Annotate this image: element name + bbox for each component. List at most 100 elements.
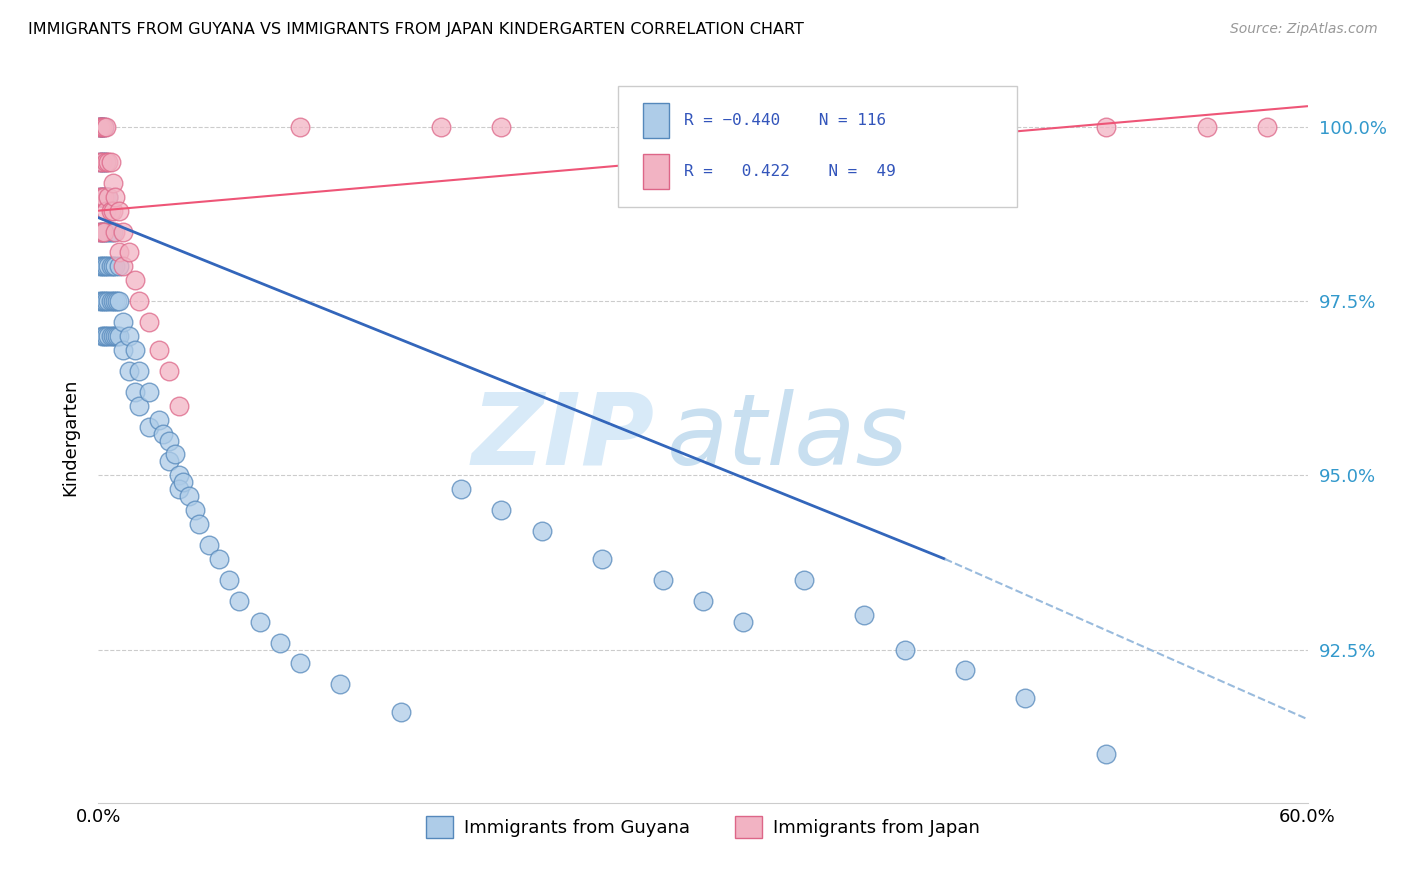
Point — [651, 120, 673, 134]
Point — [1014, 691, 1036, 706]
Point — [1095, 747, 1118, 761]
Text: Source: ZipAtlas.com: Source: ZipAtlas.com — [1230, 22, 1378, 37]
Point — [97, 155, 120, 169]
Point — [89, 120, 111, 134]
Point — [269, 635, 291, 649]
Point — [91, 120, 114, 134]
Point — [591, 552, 613, 566]
Point — [89, 190, 111, 204]
Point — [491, 120, 513, 134]
Point — [288, 657, 311, 671]
Point — [157, 364, 180, 378]
Point — [107, 329, 129, 343]
Point — [249, 615, 271, 629]
Point — [1195, 120, 1218, 134]
Point — [692, 594, 714, 608]
Point — [128, 294, 150, 309]
Point — [96, 329, 118, 343]
Point — [101, 329, 124, 343]
Point — [1095, 120, 1118, 134]
Point — [157, 434, 180, 448]
Point — [96, 120, 118, 134]
Point — [91, 260, 114, 274]
Point — [91, 329, 114, 343]
Point — [163, 448, 186, 462]
Point — [124, 343, 146, 357]
Point — [651, 573, 673, 587]
Point — [138, 384, 160, 399]
FancyBboxPatch shape — [643, 154, 669, 189]
Point — [111, 315, 134, 329]
Point — [91, 155, 114, 169]
Point — [89, 120, 111, 134]
Point — [934, 120, 956, 134]
Point — [97, 294, 120, 309]
Point — [103, 260, 125, 274]
Point — [733, 615, 755, 629]
Point — [148, 412, 170, 426]
Point — [184, 503, 207, 517]
Point — [93, 225, 115, 239]
Point — [91, 190, 114, 204]
Point — [198, 538, 221, 552]
Point — [167, 468, 190, 483]
Point — [124, 273, 146, 287]
Point — [91, 225, 114, 239]
Text: IMMIGRANTS FROM GUYANA VS IMMIGRANTS FROM JAPAN KINDERGARTEN CORRELATION CHART: IMMIGRANTS FROM GUYANA VS IMMIGRANTS FRO… — [28, 22, 804, 37]
Point — [93, 225, 115, 239]
Point — [100, 225, 122, 239]
Point — [96, 155, 118, 169]
Point — [89, 155, 111, 169]
Point — [101, 294, 124, 309]
Point — [103, 225, 125, 239]
Point — [167, 399, 190, 413]
Point — [96, 155, 118, 169]
Point — [138, 315, 160, 329]
Point — [93, 260, 115, 274]
Text: R =   0.422    N =  49: R = 0.422 N = 49 — [683, 164, 896, 179]
Point — [97, 329, 120, 343]
Point — [97, 225, 120, 239]
Point — [218, 573, 240, 587]
Point — [89, 260, 111, 274]
Point — [96, 294, 118, 309]
Point — [100, 294, 122, 309]
Point — [111, 260, 134, 274]
Point — [138, 419, 160, 434]
Point — [91, 120, 114, 134]
Point — [97, 190, 120, 204]
Point — [97, 260, 120, 274]
Point — [179, 489, 201, 503]
Point — [103, 294, 125, 309]
Point — [93, 190, 115, 204]
Point — [893, 642, 915, 657]
Point — [128, 399, 150, 413]
Point — [530, 524, 553, 538]
Point — [93, 190, 115, 204]
Point — [430, 120, 453, 134]
Point — [124, 384, 146, 399]
Point — [118, 329, 141, 343]
Legend: Immigrants from Guyana, Immigrants from Japan: Immigrants from Guyana, Immigrants from … — [419, 808, 987, 845]
Point — [101, 176, 124, 190]
Point — [93, 155, 115, 169]
Text: R = −0.440    N = 116: R = −0.440 N = 116 — [683, 113, 886, 128]
Point — [96, 260, 118, 274]
Point — [100, 203, 122, 218]
Point — [208, 552, 231, 566]
Point — [89, 120, 111, 134]
Point — [148, 343, 170, 357]
Point — [111, 343, 134, 357]
Point — [100, 155, 122, 169]
Point — [228, 594, 250, 608]
Y-axis label: Kindergarten: Kindergarten — [62, 378, 80, 496]
Point — [491, 503, 513, 517]
Point — [91, 155, 114, 169]
Point — [91, 225, 114, 239]
Point — [103, 190, 125, 204]
Point — [96, 203, 118, 218]
Point — [97, 190, 120, 204]
Point — [105, 329, 128, 343]
Point — [89, 225, 111, 239]
Point — [1256, 120, 1278, 134]
